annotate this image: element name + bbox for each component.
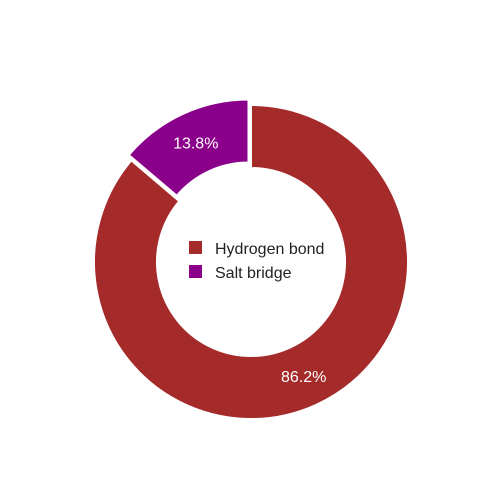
legend-swatch: [189, 265, 202, 278]
legend-swatch: [189, 241, 202, 254]
legend: Hydrogen bond Salt bridge: [189, 241, 324, 282]
slice-salt-bridge[interactable]: [127, 98, 250, 198]
legend-label[interactable]: Hydrogen bond: [215, 241, 324, 258]
slice-labels-group: 86.2% 13.8%: [173, 136, 326, 386]
legend-label[interactable]: Salt bridge: [215, 265, 292, 282]
slice-value-label: 86.2%: [281, 369, 326, 386]
slice-value-label: 13.8%: [173, 136, 218, 153]
slice-hydrogen-bond[interactable]: [93, 103, 409, 420]
slices-group: [93, 98, 409, 420]
